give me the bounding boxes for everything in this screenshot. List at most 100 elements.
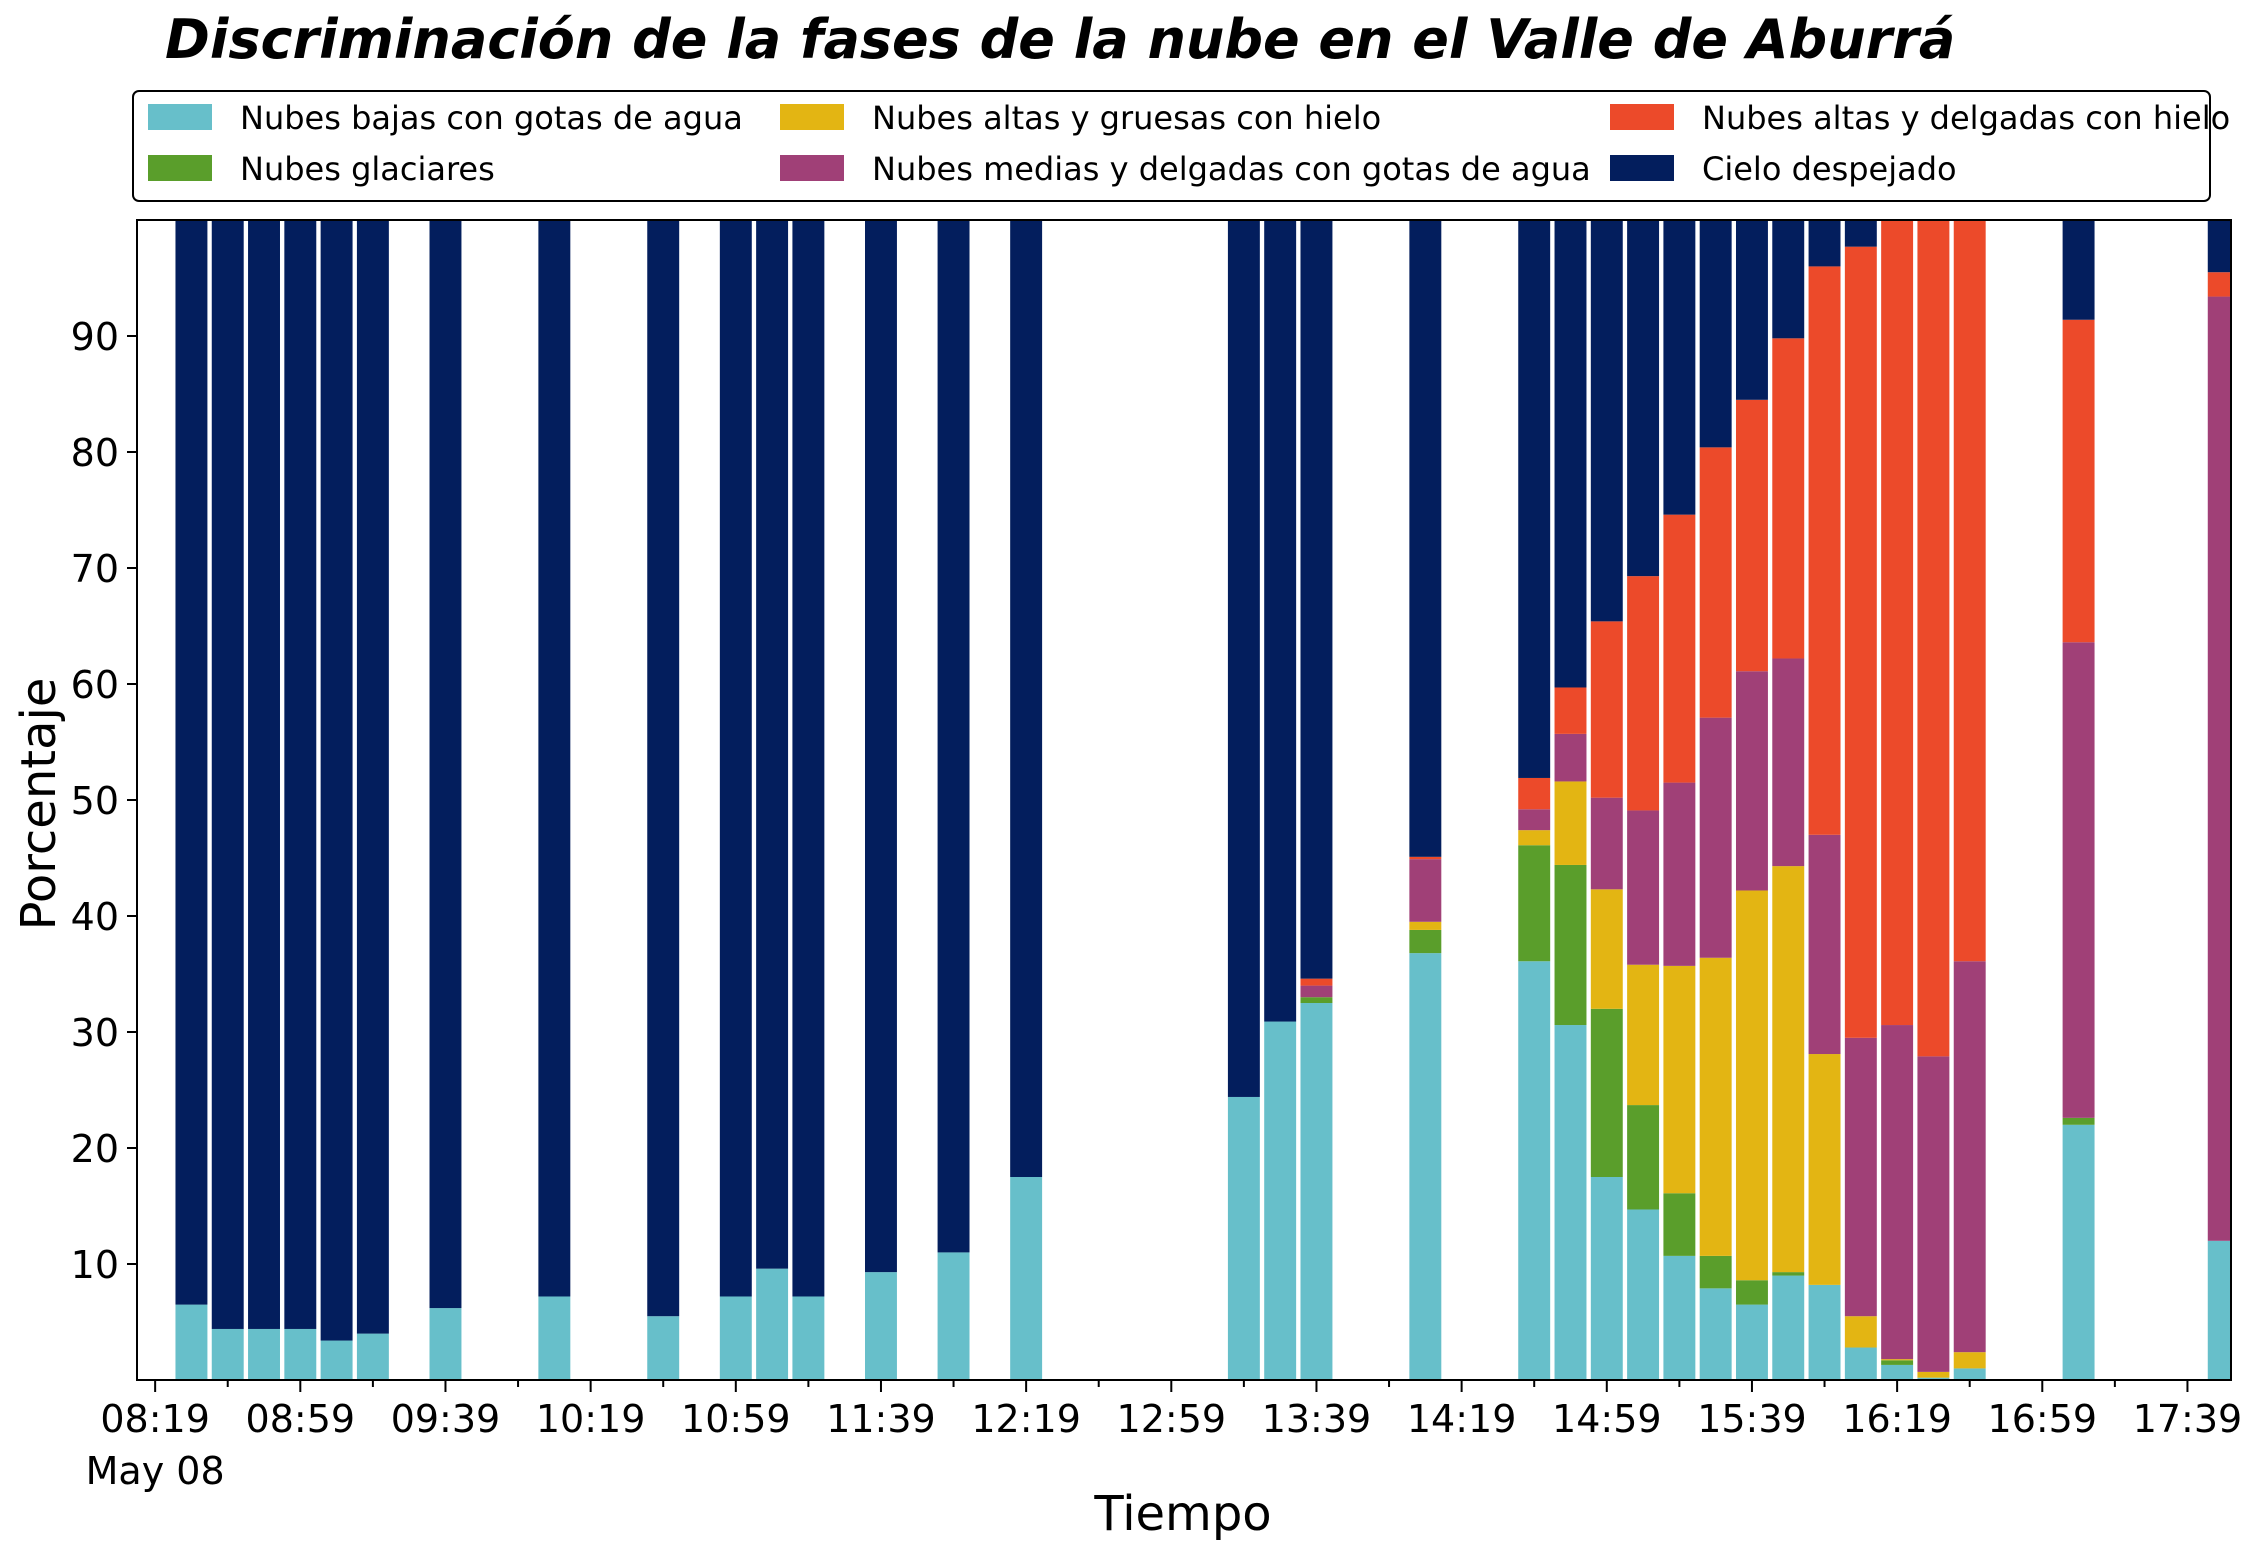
bar-segment: [1300, 1003, 1333, 1380]
bar-segment: [1300, 985, 1333, 998]
bar-segment: [2207, 272, 2231, 297]
legend-swatch: [780, 104, 844, 130]
bar-segment: [792, 220, 825, 1297]
bar-segment: [1953, 961, 1986, 1353]
bar-segment: [1735, 220, 1768, 400]
bar-segment: [1881, 1025, 1914, 1360]
bar-segment: [1518, 830, 1551, 846]
bar-segment: [1227, 220, 1260, 1097]
y-tick-label: 80: [71, 431, 119, 475]
x-tick-label: 08:19: [100, 1397, 210, 1441]
bar-segment: [937, 1252, 970, 1380]
bar-segment: [1699, 717, 1732, 958]
bar-segment: [1663, 1255, 1696, 1380]
bar-segment: [1590, 220, 1623, 622]
x-tick-label: 11:39: [826, 1397, 936, 1441]
bar-segment: [1590, 1008, 1623, 1177]
bar-segment: [1554, 864, 1587, 1026]
bar-segment: [284, 1328, 317, 1380]
x-tick-label: 17:39: [2133, 1397, 2243, 1441]
bar-segment: [1772, 866, 1805, 1273]
bar-segment: [1518, 845, 1551, 962]
bar-segment: [1663, 514, 1696, 783]
bar-segment: [1663, 220, 1696, 515]
bar-segment: [1772, 658, 1805, 867]
bar-segment: [1881, 1360, 1914, 1365]
bar-segment: [647, 220, 680, 1317]
bar-segment: [865, 1272, 897, 1380]
x-tick-label: 16:19: [1842, 1397, 1952, 1441]
bar-segment: [1554, 220, 1587, 688]
y-tick-label: 40: [71, 895, 119, 939]
bar-segment: [1699, 1255, 1732, 1289]
y-tick-label: 90: [71, 315, 119, 359]
bar-segment: [1590, 797, 1623, 890]
legend: Nubes bajas con gotas de agua Nubes glaci…: [132, 90, 2230, 202]
bar-segment: [1264, 220, 1297, 1022]
bar-segment: [1010, 220, 1043, 1177]
bar-segment: [756, 220, 789, 1269]
bar-segment: [1409, 859, 1442, 922]
bar-segment: [1917, 1371, 1950, 1378]
x-tick-label: 10:59: [681, 1397, 791, 1441]
x-tick-label: 12:59: [1117, 1397, 1227, 1441]
bar-segment: [865, 220, 897, 1273]
bar-segment: [2062, 1124, 2095, 1380]
bar-segment: [1264, 1021, 1297, 1380]
legend-label: Nubes altas y gruesas con hielo: [872, 99, 1381, 137]
chart-title: Discriminación de la fases de la nube en…: [165, 8, 1955, 71]
legend-swatch: [148, 155, 212, 181]
bar-segment: [719, 1296, 752, 1380]
bar-segment: [211, 220, 244, 1329]
bar-segment: [1772, 1272, 1805, 1276]
bar-segment: [248, 220, 280, 1329]
bar-segment: [1590, 1177, 1623, 1380]
bar-segment: [2207, 296, 2231, 1241]
legend-swatch: [1610, 104, 1674, 130]
bar-segment: [1917, 1377, 1950, 1380]
bar-segment: [1409, 921, 1442, 930]
bar-segment: [356, 1333, 389, 1380]
bar-segment: [1518, 809, 1551, 831]
bar-segment: [1699, 447, 1732, 718]
bar-segment: [2062, 1117, 2095, 1125]
bar-segment: [1808, 1284, 1841, 1380]
bar-segment: [1227, 1096, 1260, 1380]
bar-segment: [1409, 856, 1442, 860]
x-tick-label: 12:19: [971, 1397, 1081, 1441]
x-tick-label: 14:19: [1407, 1397, 1517, 1441]
bar-segment: [1699, 1288, 1732, 1380]
bar-segment: [1917, 1056, 1950, 1372]
bar-segment: [1881, 220, 1914, 1026]
bar-segment: [1735, 1304, 1768, 1380]
bar-segment: [1735, 890, 1768, 1281]
legend-label: Nubes bajas con gotas de agua: [240, 99, 743, 137]
bar-segment: [1844, 220, 1877, 247]
bar-segment: [1808, 1054, 1841, 1285]
bar-segment: [1772, 220, 1805, 339]
bar-segment: [429, 1308, 462, 1380]
legend-label: Cielo despejado: [1702, 150, 1957, 188]
bar-segment: [1663, 1193, 1696, 1256]
bar-segment: [1409, 953, 1442, 1380]
bar-segment: [1627, 810, 1660, 965]
bar-segment: [1844, 1316, 1877, 1348]
bar-segment: [1881, 1359, 1914, 1361]
legend-label: Nubes altas y delgadas con hielo: [1702, 99, 2230, 137]
bar-segment: [1953, 1352, 1986, 1369]
legend-label: Nubes glaciares: [240, 150, 495, 188]
y-axis: 10 20 30 40 50 60 70 80 90: [71, 315, 137, 1287]
bar-segment: [719, 220, 752, 1297]
x-axis: 08:19 May 08 08:59 09:39 10:19 10:59 11:39 12:1…: [86, 1380, 2243, 1493]
x-tick-label: 15:39: [1697, 1397, 1807, 1441]
y-tick-label: 60: [71, 663, 119, 707]
bar-segment: [792, 1296, 825, 1380]
bar-segment: [1409, 220, 1442, 857]
bar-segment: [1953, 220, 1986, 962]
bar-segment: [1699, 220, 1732, 448]
y-tick-label: 70: [71, 547, 119, 591]
bar-segment: [1627, 576, 1660, 811]
bar-segment: [1627, 1209, 1660, 1380]
bar-segment: [1554, 687, 1587, 734]
bar-segment: [1409, 929, 1442, 954]
